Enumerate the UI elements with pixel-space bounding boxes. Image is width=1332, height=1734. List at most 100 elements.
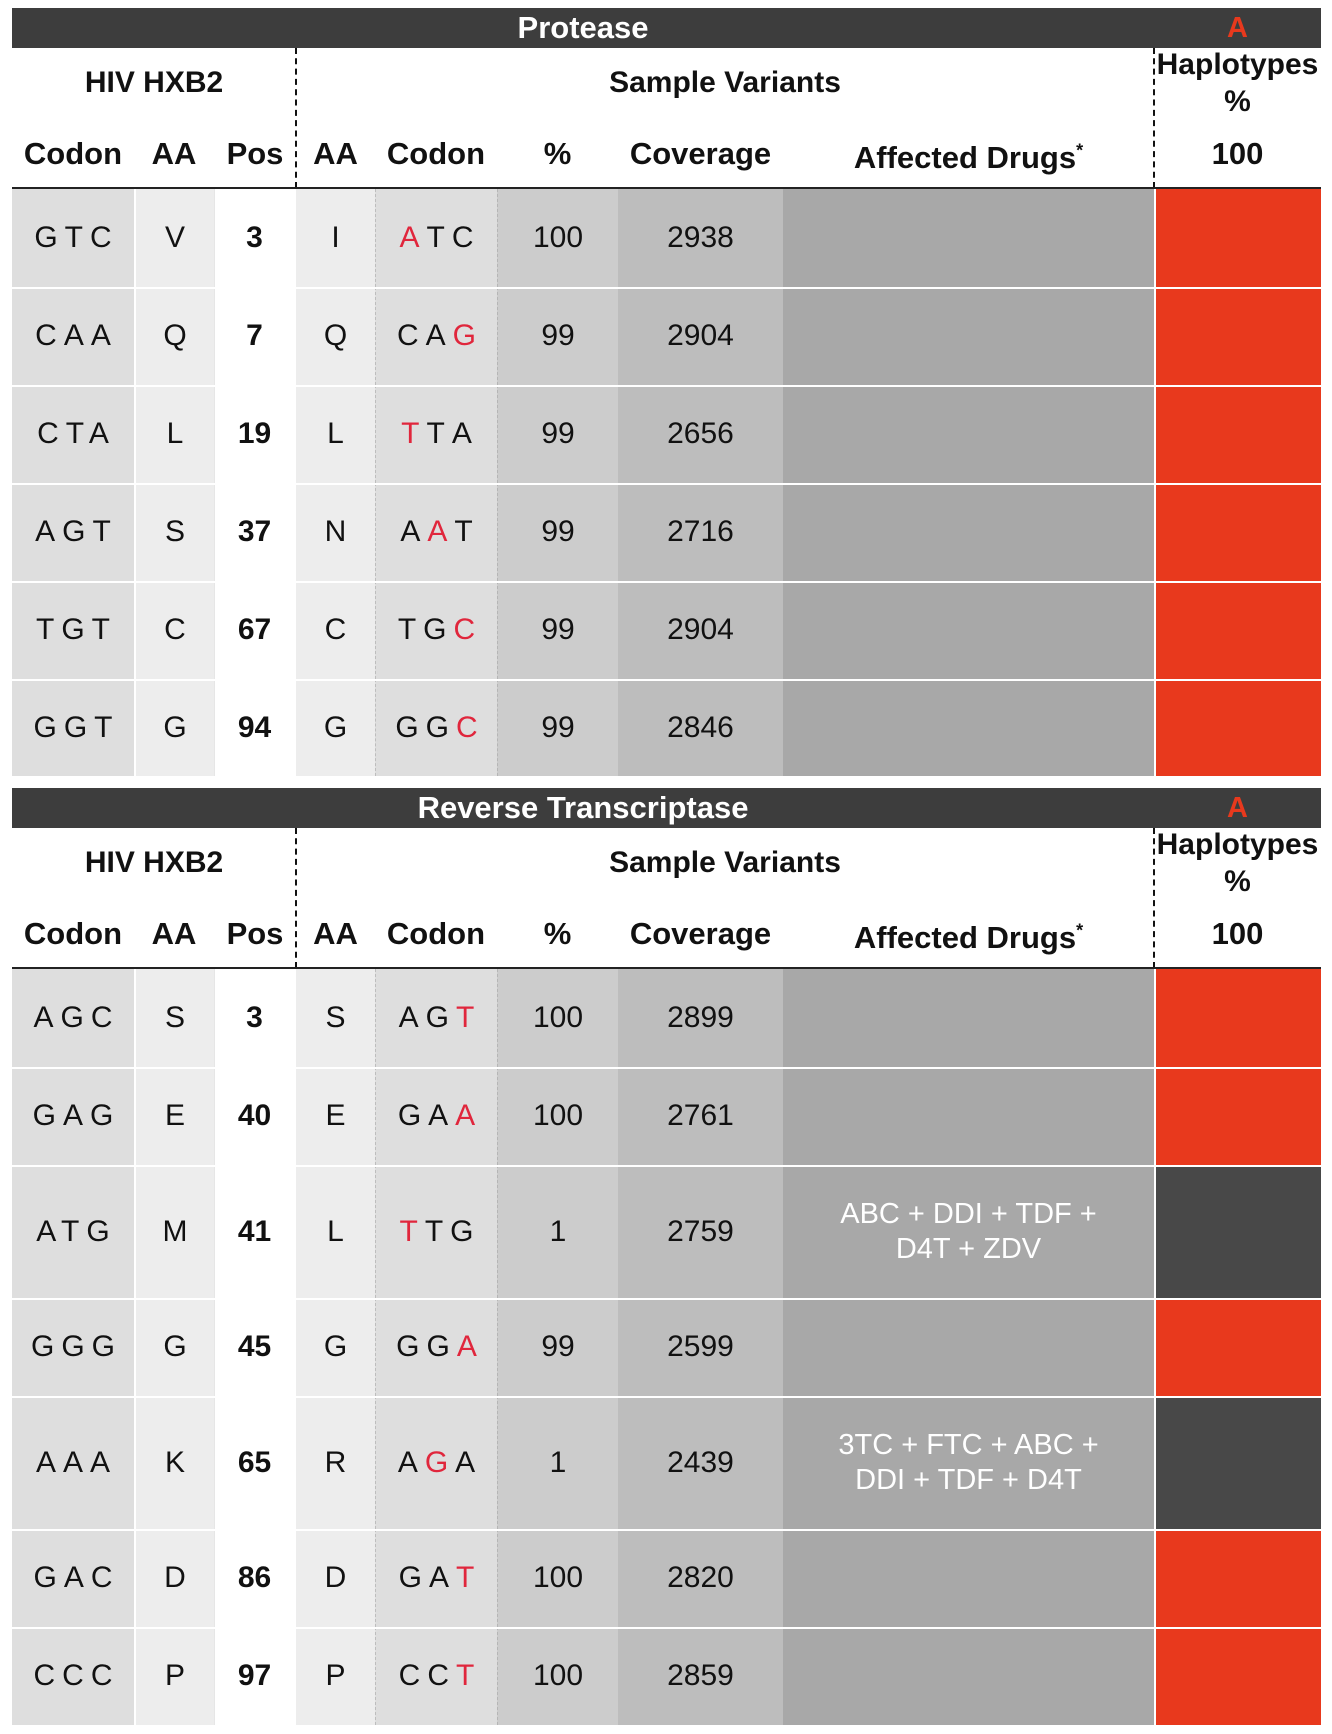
footnote-mark: * [1076,920,1084,941]
protease-rows: GTC V 3 I A T C 100 2938 CAA Q 7 Q C A G 99 2904 CTA L 19 L T T… [12,8,1321,782]
sample-variants-header: Sample Variants [609,846,841,879]
codon-base: T [424,1214,451,1248]
variant-percentage: 100 [497,1529,618,1627]
reference-amino-acid: V [134,189,214,287]
codon-base: C [427,1659,456,1692]
reference-codon: AAA [12,1396,134,1529]
coverage: 2846 [618,679,783,776]
col-header-sample-codon: Codon [386,916,486,951]
haplotype-cell [1154,385,1321,483]
coverage: 2859 [618,1627,783,1725]
reference-amino-acid: G [134,1298,214,1396]
affected-drugs [783,287,1154,385]
haplotype-label: A [1227,792,1248,824]
codon-base: G [450,1214,481,1248]
reverse-transcriptase-rows: AGC S 3 S A G T 100 2899 GAG E 40 E G A A 100 2761 ATG M 41 L… [12,788,1321,1734]
section-title: Protease [517,10,649,45]
codon-base: G [425,1001,457,1034]
divider-reference [295,828,297,968]
reverse-transcriptase-section: Reverse Transcriptase A HIV HXB2 Sample … [12,788,1321,1734]
table-row: GAG E 40 E G A A 100 2761 [12,1067,1321,1165]
reference-codon: AGC [12,969,134,1067]
affected-drugs [783,581,1154,679]
coverage: 2439 [618,1396,783,1529]
affected-drugs [783,483,1154,581]
reference-amino-acid: S [134,483,214,581]
sample-amino-acid: L [296,385,375,483]
haplotype-cell [1154,1396,1321,1529]
mutated-base: G [424,1445,456,1479]
table-row: GGT G 94 G G G C 99 2846 [12,679,1321,776]
position: 45 [214,1298,294,1396]
divider-reference [295,48,297,188]
haplotypes-header: Haplotypes [1156,48,1319,81]
codon-base: G [423,613,454,646]
affected-drugs [783,1627,1154,1725]
coverage: 2904 [618,581,783,679]
affected-drugs-label: Affected Drugs [853,920,1077,955]
table-row: AAA K 65 R A G A 1 2439 3TC + FTC + ABC + DDI + TD… [12,1396,1321,1529]
codon-base: A [397,1445,425,1479]
position: 41 [214,1165,294,1298]
sample-variants-header: Sample Variants [609,66,841,99]
codon-base: A [451,417,479,450]
coverage: 2656 [618,385,783,483]
sample-amino-acid: Q [296,287,375,385]
section-title-bar: Protease A [12,8,1321,48]
variant-percentage: 100 [497,189,618,287]
mutated-base: G [452,319,484,352]
sample-amino-acid: N [296,483,375,581]
mutated-base: A [455,1099,483,1132]
reference-codon: CTA [12,385,134,483]
position: 7 [214,287,294,385]
variant-percentage: 1 [497,1396,618,1529]
variant-percentage: 99 [497,287,618,385]
haplotype-cell [1154,1627,1321,1725]
codon-base: T [454,515,480,548]
coverage: 2716 [618,483,783,581]
table-row: AGT S 37 N A A T 99 2716 [12,483,1321,581]
col-header-affected-drugs: Affected Drugs* [783,920,1154,956]
haplotype-cell [1154,1529,1321,1627]
col-header-pct: % [543,136,572,171]
row-divider [12,1396,1321,1398]
col-header-pct: % [543,916,572,951]
haplotypes-pct-header: % [1224,865,1251,898]
affected-drugs [783,679,1154,776]
codon-base: A [398,1001,426,1034]
position: 86 [214,1529,294,1627]
codon-base: C [398,1659,428,1692]
table-row: GTC V 3 I A T C 100 2938 [12,189,1321,287]
drug-line: D4T + ZDV [895,1232,1042,1265]
position: 3 [214,969,294,1067]
affected-drugs [783,1529,1154,1627]
haplotype-label: A [1227,12,1248,44]
haplotype-percentage: 100 [1211,136,1264,171]
mutated-base: T [401,417,427,450]
haplotype-cell [1154,1165,1321,1298]
codon-base: A [425,319,453,352]
row-divider [12,1529,1321,1531]
col-header-coverage: Coverage [629,136,772,171]
position: 65 [214,1396,294,1529]
reference-codon: GGG [12,1298,134,1396]
coverage: 2820 [618,1529,783,1627]
divider-haplotype [1153,828,1155,968]
position: 94 [214,679,294,776]
affected-drugs [783,385,1154,483]
col-header-codon: Codon [23,916,123,951]
sample-amino-acid: I [296,189,375,287]
col-header-aa: AA [151,916,197,951]
footnote-mark: * [1076,140,1084,161]
reference-amino-acid: E [134,1067,214,1165]
codon-base: G [426,1330,457,1363]
mutated-base: T [456,1561,482,1594]
row-divider [12,1298,1321,1300]
coverage: 2761 [618,1067,783,1165]
row-divider [12,1627,1321,1629]
sample-amino-acid: S [296,969,375,1067]
